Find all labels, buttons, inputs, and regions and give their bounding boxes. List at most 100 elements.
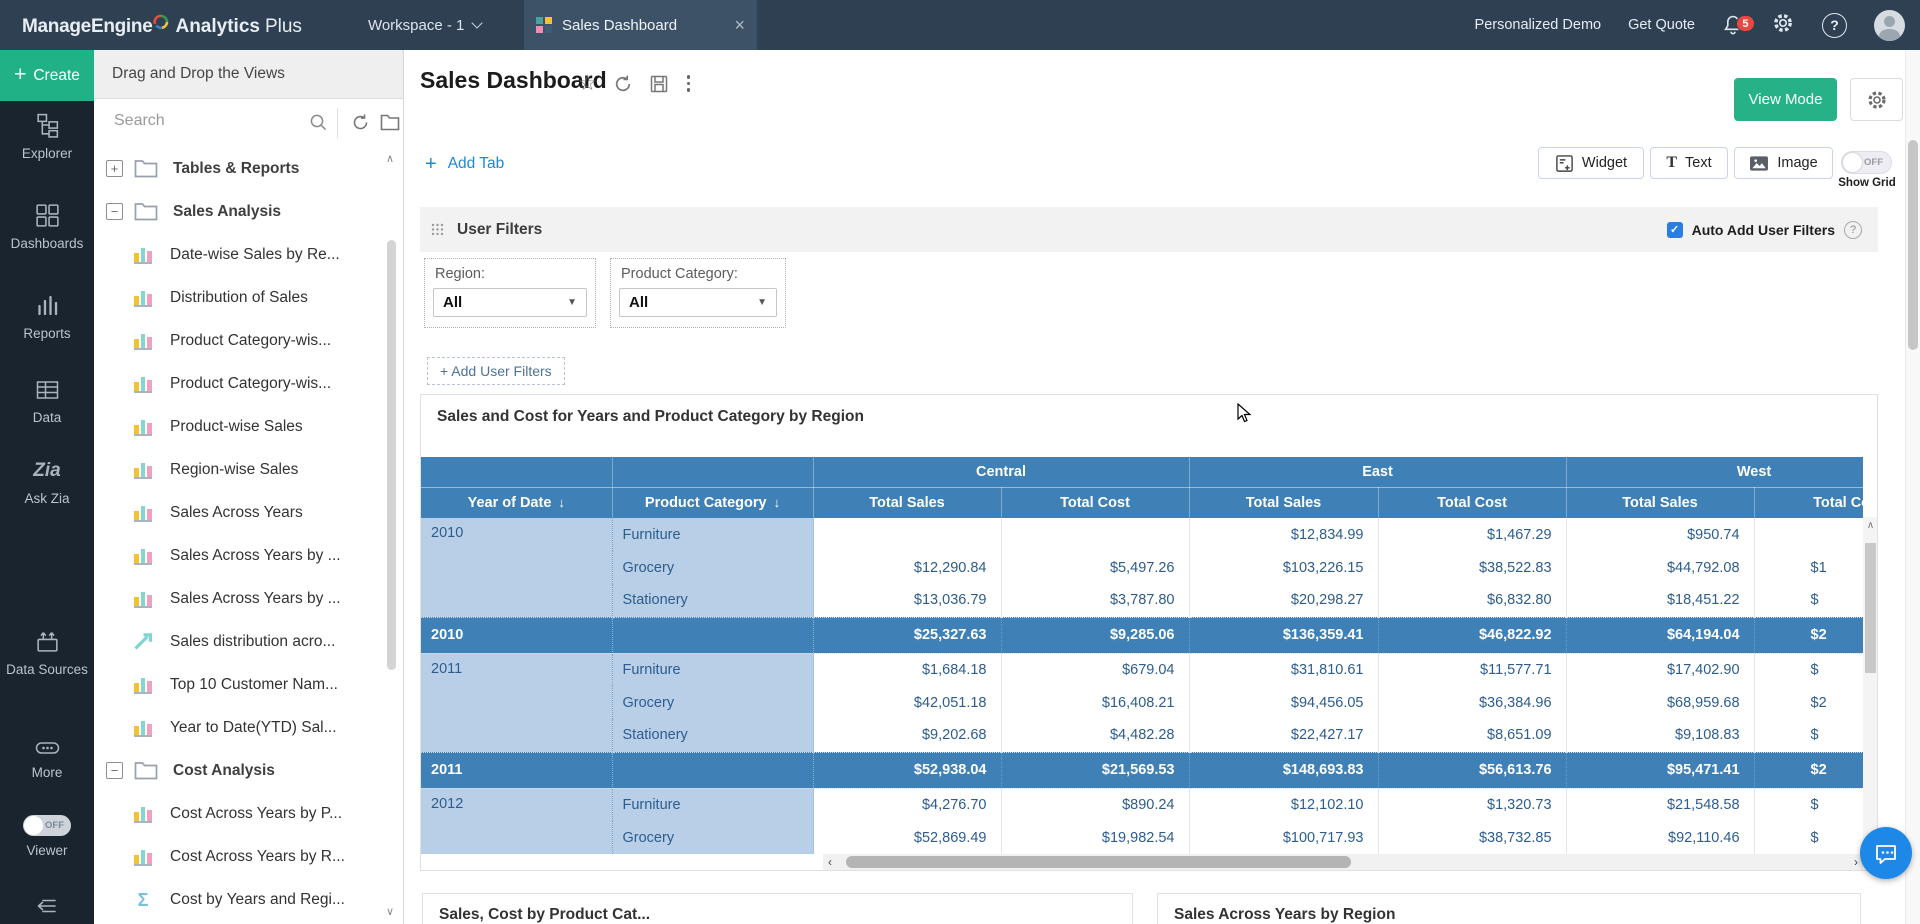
scroll-down-icon[interactable]: ∨ [386,905,394,918]
tree-item[interactable]: Sales Across Years [94,491,403,534]
collapse-icon[interactable]: − [106,203,123,220]
add-tab-button[interactable]: + Add Tab [425,154,504,174]
scrollbar-thumb[interactable] [846,856,1351,868]
sidebar-item-ask-zia[interactable]: Zia Ask Zia [0,458,94,508]
create-button[interactable]: + Create [0,50,94,101]
sidebar-item-dashboards[interactable]: Dashboards [0,202,94,253]
tree-item[interactable]: Year to Date(YTD) Sal... [94,706,403,749]
title-actions: ☆ [578,73,692,94]
summary-value-cell: $25,327.63 [813,617,1001,653]
collapse-icon[interactable]: − [106,762,123,779]
table-row: Grocery$52,869.49$19,982.54$100,717.93$3… [421,821,1863,854]
help-button[interactable]: ? [1822,13,1847,38]
table-vertical-scrollbar[interactable]: ∧ ∨ [1863,517,1878,852]
help-icon[interactable]: ? [1844,221,1862,239]
column-header-measure[interactable]: Total Cost [1001,488,1189,519]
save-icon[interactable] [649,74,669,94]
table-scroll-area[interactable]: CentralEastWestYear of Date↓Product Cate… [421,457,1863,854]
scroll-right-icon[interactable]: › [1854,855,1858,869]
region-select[interactable]: All ▼ [433,288,587,317]
page-scrollbar[interactable] [1905,50,1920,924]
collapse-rail-button[interactable] [0,895,94,917]
tree-item[interactable]: Distribution of Sales [94,276,403,319]
bar-chart-icon [134,503,152,522]
tree-item[interactable]: Top 10 Customer Nam... [94,663,403,706]
column-header-category[interactable]: Product Category↓ [612,488,813,519]
tree-item[interactable]: Sales distribution acro... [94,620,403,663]
search-input[interactable] [112,111,291,131]
add-user-filters-button[interactable]: + Add User Filters [427,357,565,385]
tree-item[interactable]: Cost Across Years by R... [94,835,403,878]
column-header-measure[interactable]: Total Sales [1189,488,1378,519]
tree-item-label: Product Category-wis... [170,332,331,350]
value-cell [813,518,1001,551]
table-horizontal-scrollbar[interactable]: ‹ › [823,854,1863,870]
tree-item[interactable]: Region-wise Sales [94,448,403,491]
viewer-toggle-pill[interactable]: OFF [23,815,71,836]
settings-button[interactable] [1771,11,1795,39]
add-text-button[interactable]: T Text [1650,147,1728,179]
brand-name: ManageEngine [22,17,152,36]
tree-item[interactable]: Date-wise Sales by Re... [94,233,403,276]
refresh-icon[interactable] [613,74,633,94]
sidebar-scrollbar-thumb[interactable] [387,240,396,670]
workspace-dropdown[interactable]: Workspace - 1 [368,17,481,34]
brand-logo[interactable]: ManageEngine Analytics Plus [22,14,302,36]
summary-value-cell: $21,569.53 [1001,752,1189,788]
folder-browse-icon[interactable] [380,113,400,132]
column-header-measure[interactable]: Total Cost [1378,488,1566,519]
dashboard-settings-button[interactable] [1850,78,1903,121]
tree-folder[interactable]: −Cost Analysis [94,749,403,792]
sidebar-item-data[interactable]: Data [0,377,94,427]
more-options-icon[interactable] [685,73,693,94]
sidebar-item-explorer[interactable]: Explorer [0,112,94,163]
value-cell: $1 [1754,551,1863,584]
add-image-button[interactable]: Image [1734,147,1833,179]
close-icon[interactable]: × [734,16,745,34]
value-cell: $36,384.96 [1378,686,1566,719]
product-category-select[interactable]: All ▼ [619,288,777,317]
refresh-icon[interactable] [351,113,370,132]
tree-folder[interactable]: +Tables & Reports [94,147,403,190]
column-header-measure[interactable]: Total Cost [1754,488,1863,519]
auto-add-filters-checkbox[interactable]: ✓ [1667,222,1683,238]
scrollbar-thumb[interactable] [1908,140,1918,350]
notifications-button[interactable]: 5 [1722,13,1744,37]
get-quote-link[interactable]: Get Quote [1628,17,1695,33]
viewer-toggle[interactable]: OFF Viewer [0,815,94,860]
tree-item-label: Cost by Years and Regi... [170,891,345,909]
chat-support-button[interactable] [1860,827,1912,879]
tree-item[interactable]: Product-wise Sales [94,405,403,448]
scroll-up-icon[interactable]: ∧ [386,152,394,165]
tree-folder[interactable]: −Sales Analysis [94,190,403,233]
sidebar-item-more[interactable]: More [0,738,94,782]
tree-item-label: Year to Date(YTD) Sal... [170,719,337,737]
add-tab-label: Add Tab [448,155,505,173]
favorite-star-icon[interactable]: ☆ [578,73,597,94]
scroll-up-icon[interactable]: ∧ [1863,520,1878,531]
tree-item[interactable]: Sales Across Years by ... [94,534,403,577]
column-header-year[interactable]: Year of Date↓ [421,488,612,519]
scrollbar-thumb[interactable] [1865,543,1876,673]
expand-icon[interactable]: + [106,160,123,177]
avatar[interactable] [1874,10,1905,41]
tree-item[interactable]: Product Category-wis... [94,319,403,362]
column-header-measure[interactable]: Total Sales [813,488,1001,519]
column-header-measure[interactable]: Total Sales [1566,488,1754,519]
tree-item[interactable]: Cost Across Years by P... [94,792,403,835]
drag-handle-icon[interactable] [431,223,444,236]
show-grid-toggle[interactable]: OFF [1841,151,1892,174]
bar-chart-icon [134,546,152,565]
tree-item[interactable]: Sales Across Years by ... [94,577,403,620]
scroll-left-icon[interactable]: ‹ [828,855,832,869]
personalized-demo-link[interactable]: Personalized Demo [1475,17,1602,33]
view-mode-button[interactable]: View Mode [1734,78,1837,121]
tab-sales-dashboard[interactable]: Sales Dashboard × [524,0,757,50]
tree-item[interactable]: Product Category-wis... [94,362,403,405]
summary-year-cell: 2011 [421,752,612,788]
selected-value: All [443,294,462,311]
sidebar-item-data-sources[interactable]: Data Sources [0,628,94,679]
add-widget-button[interactable]: Widget [1538,147,1644,179]
tree-item[interactable]: ΣCost by Years and Regi... [94,878,403,921]
sidebar-item-reports[interactable]: Reports [0,293,94,343]
